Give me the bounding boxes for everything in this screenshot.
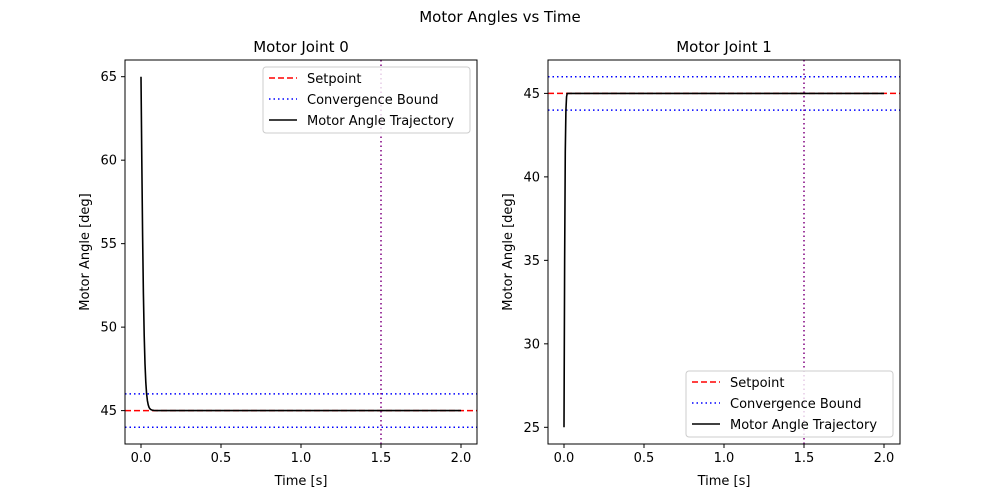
x-tick-label: 0.5 bbox=[634, 451, 655, 466]
x-tick-label: 0.0 bbox=[131, 451, 152, 466]
y-tick-label: 25 bbox=[523, 421, 540, 436]
y-axis-label: Motor Angle [deg] bbox=[501, 193, 516, 310]
x-axis-label: Time [s] bbox=[274, 474, 328, 489]
legend: Setpoint Convergence Bound Motor Angle T… bbox=[685, 370, 894, 438]
legend: Setpoint Convergence Bound Motor Angle T… bbox=[262, 66, 471, 134]
x-tick-label: 0.5 bbox=[211, 451, 232, 466]
y-tick-label: 45 bbox=[523, 87, 540, 102]
motor-angle-trajectory-line bbox=[563, 92, 884, 428]
x-tick-label: 2.0 bbox=[451, 451, 472, 466]
legend-box bbox=[262, 66, 471, 134]
x-tick-label: 1.0 bbox=[714, 451, 735, 466]
legend-label-bound: Convergence Bound bbox=[730, 397, 861, 412]
figure-title: Motor Angles vs Time bbox=[419, 8, 581, 26]
y-tick-label: 45 bbox=[100, 404, 117, 419]
subplot-title: Motor Joint 1 bbox=[676, 38, 772, 56]
x-tick-label: 1.0 bbox=[291, 451, 312, 466]
legend-label-setpoint: Setpoint bbox=[730, 376, 785, 391]
subplot-joint-0: Motor Joint 0 0.0 0.5 1.0 1.5 2.04550556065 … bbox=[78, 38, 478, 489]
plot-area: 0.0 0.5 1.0 1.5 2.0 45 50 55 60 65 bbox=[100, 60, 477, 466]
legend-box bbox=[685, 370, 894, 438]
y-tick-label: 65 bbox=[100, 70, 117, 85]
motor-angle-trajectory-line bbox=[140, 76, 461, 412]
y-axis-label: Motor Angle [deg] bbox=[78, 193, 93, 310]
x-tick-label: 2.0 bbox=[874, 451, 895, 466]
subplot-joint-1: Motor Joint 1 0.0 0.5 1.0 1.5 2.02530354045 … bbox=[501, 38, 901, 489]
x-tick-label: 1.5 bbox=[371, 451, 392, 466]
x-tick-label: 1.5 bbox=[794, 451, 815, 466]
legend-label-setpoint: Setpoint bbox=[307, 72, 362, 87]
axes-frame bbox=[547, 59, 901, 445]
x-tick-label: 0.0 bbox=[554, 451, 575, 466]
legend-label-trajectory: Motor Angle Trajectory bbox=[307, 114, 454, 129]
axes-frame bbox=[124, 59, 478, 445]
y-tick-label: 35 bbox=[523, 254, 540, 269]
y-tick-label: 30 bbox=[523, 337, 540, 352]
y-tick-label: 50 bbox=[100, 321, 117, 336]
y-tick-label: 60 bbox=[100, 154, 117, 169]
x-axis-label: Time [s] bbox=[697, 474, 751, 489]
legend-label-trajectory: Motor Angle Trajectory bbox=[730, 418, 877, 433]
y-tick-label: 55 bbox=[100, 237, 117, 252]
y-tick-label: 40 bbox=[523, 170, 540, 185]
subplot-title: Motor Joint 0 bbox=[253, 38, 349, 56]
legend-label-bound: Convergence Bound bbox=[307, 93, 438, 108]
